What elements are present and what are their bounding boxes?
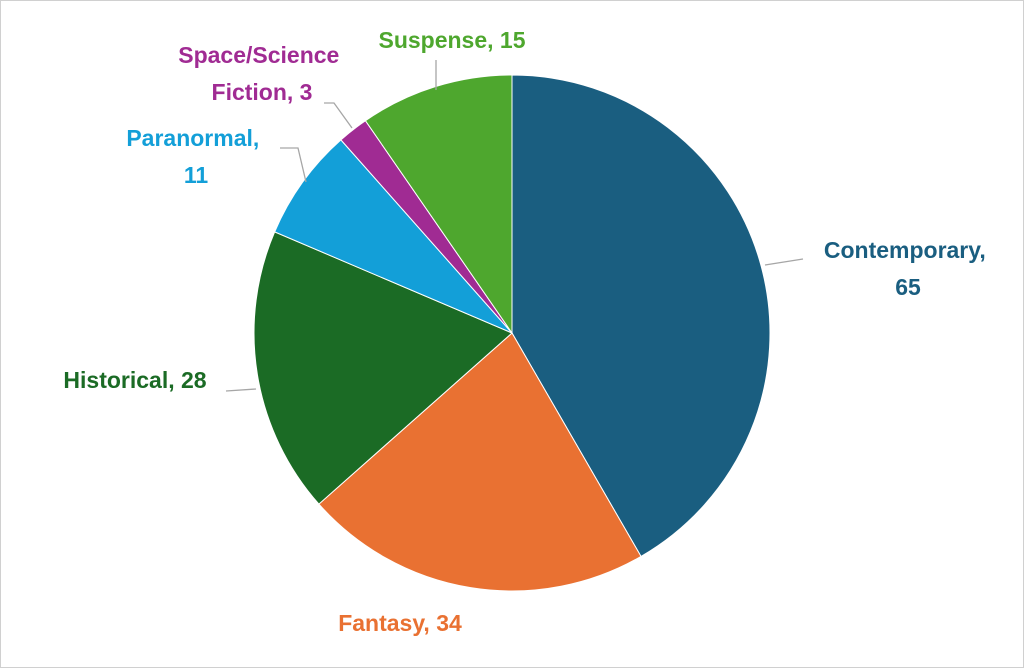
label-line: Contemporary, xyxy=(824,237,992,263)
label-line: Space/Science xyxy=(178,42,346,68)
data-label: Space/Science Fiction, 3 xyxy=(178,42,346,105)
pie-slice xyxy=(364,74,513,335)
pie-slice xyxy=(511,74,771,558)
pie-slice xyxy=(273,139,513,334)
leader-line xyxy=(280,147,307,183)
leader-line xyxy=(764,258,804,266)
leader-line xyxy=(225,388,257,392)
data-label: Fantasy, 34 xyxy=(338,610,462,636)
label-line: Paranormal, xyxy=(126,125,265,151)
leader-line xyxy=(324,102,353,129)
pie-slice xyxy=(318,332,642,592)
label-line: Fiction, 3 xyxy=(212,79,313,105)
data-label: Historical, 28 xyxy=(63,367,206,393)
label-line: 65 xyxy=(895,274,921,300)
label-line: 11 xyxy=(184,162,209,188)
pie-slice xyxy=(253,231,513,505)
data-label: Contemporary, 65 xyxy=(824,237,992,300)
data-label: Paranormal, 11 xyxy=(126,125,265,188)
data-label: Suspense, 15 xyxy=(378,27,525,53)
